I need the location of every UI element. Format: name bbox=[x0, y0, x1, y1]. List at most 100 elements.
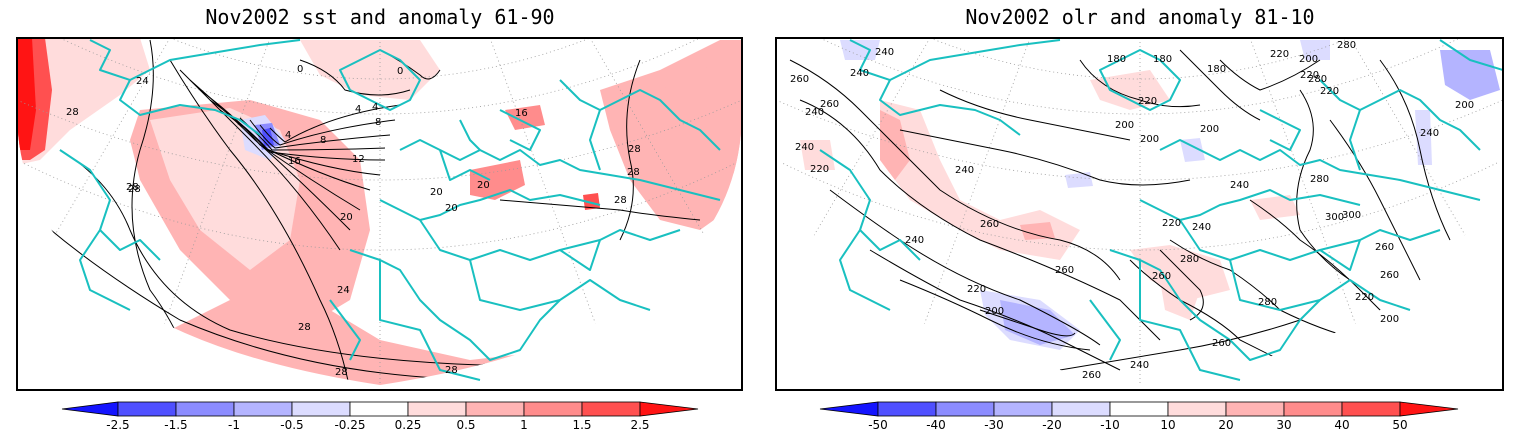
sst-contour-label: 28 bbox=[298, 322, 311, 333]
olr-colorbar-cell bbox=[1225, 401, 1285, 417]
olr-contour-label: 260 bbox=[790, 74, 809, 85]
olr-contour-label: 240 bbox=[805, 107, 824, 118]
olr-contour-label: 240 bbox=[955, 165, 974, 176]
olr-contour-label: 280 bbox=[1180, 254, 1199, 265]
olr-contour-label: 280 bbox=[1258, 297, 1277, 308]
sst-colorbar-tick: -1 bbox=[228, 418, 240, 430]
olr-contour-label: 200 bbox=[1140, 134, 1159, 145]
sst-colorbar-tick: 0.5 bbox=[456, 418, 475, 430]
olr-contour-label: 200 bbox=[1115, 120, 1134, 131]
olr-colorbar-tick: -50 bbox=[868, 418, 888, 430]
sst-coastlines bbox=[59, 39, 721, 381]
olr-contour-label: 280 bbox=[1308, 74, 1327, 85]
sst-colorbar-tick: 1.5 bbox=[572, 418, 591, 430]
olr-contour-label: 220 bbox=[1355, 292, 1374, 303]
sst-colorbar-tick: 2.5 bbox=[630, 418, 649, 430]
olr-colorbar-tick: 40 bbox=[1334, 418, 1349, 430]
sst-contour-label: 12 bbox=[352, 154, 365, 165]
olr-colorbar-tick: -20 bbox=[1042, 418, 1062, 430]
olr-contour-label: 300 bbox=[1325, 212, 1344, 223]
olr-colorbar-cell bbox=[1051, 401, 1111, 417]
olr-contour-label: 260 bbox=[980, 219, 999, 230]
sst-contour-label: 20 bbox=[430, 187, 443, 198]
olr-colorbar-cell bbox=[1399, 401, 1459, 417]
sst-contour-label: 28 bbox=[445, 365, 458, 376]
sst-map: 24 28 28 28 28 0 0 4 4 4 8 8 12 16 16 20… bbox=[17, 38, 742, 385]
olr-contour-label: 260 bbox=[1380, 270, 1399, 281]
sst-map-frame bbox=[16, 37, 743, 391]
sst-contour-label: 0 bbox=[297, 64, 303, 75]
olr-colorbar-cell bbox=[819, 401, 879, 417]
olr-colorbar: -50 -40 -30 -20 -10 10 20 30 40 50 bbox=[819, 401, 1459, 432]
sst-colorbar-cell bbox=[233, 401, 293, 417]
olr-contour-label: 240 bbox=[1420, 128, 1439, 139]
sst-contours bbox=[17, 39, 701, 385]
sst-contour-label: 28 bbox=[614, 195, 627, 206]
olr-colorbar-cell bbox=[935, 401, 995, 417]
sst-colorbar-tick: -0.5 bbox=[280, 418, 303, 430]
sst-panel-title: Nov2002 sst and anomaly 61-90 bbox=[205, 5, 554, 29]
olr-contour-label: 200 bbox=[1380, 314, 1399, 325]
sst-colorbar-cell bbox=[117, 401, 177, 417]
sst-colorbar-cell bbox=[523, 401, 583, 417]
olr-contour-labels: 240 180 180 180 200 220 220 220 280 260 … bbox=[790, 40, 1474, 381]
olr-colorbar-cell bbox=[993, 401, 1053, 417]
olr-contour-label: 240 bbox=[1192, 222, 1211, 233]
sst-contour-label: 28 bbox=[126, 182, 139, 193]
sst-colorbar-cell bbox=[349, 401, 409, 417]
olr-contour-label: 260 bbox=[1152, 271, 1171, 282]
sst-colorbar-cell bbox=[407, 401, 467, 417]
olr-contour-label: 220 bbox=[1320, 86, 1339, 97]
sst-contour-label: 28 bbox=[128, 184, 141, 195]
olr-contour-label: 180 bbox=[1153, 54, 1172, 65]
sst-contour-label: 16 bbox=[288, 156, 301, 167]
sst-contour-label: 28 bbox=[627, 167, 640, 178]
olr-contour-label: 240 bbox=[905, 235, 924, 246]
sst-contour-label: 28 bbox=[335, 367, 348, 378]
sst-contour-label: 16 bbox=[515, 108, 528, 119]
sst-contour-label: 4 bbox=[285, 130, 291, 141]
sst-contour-label: 24 bbox=[136, 76, 149, 87]
olr-colorbar-cell bbox=[877, 401, 937, 417]
olr-contour-label: 240 bbox=[1130, 360, 1149, 371]
olr-contour-label: 260 bbox=[1212, 338, 1231, 349]
olr-contour-label: 240 bbox=[875, 47, 894, 58]
olr-contour-label: 220 bbox=[1138, 96, 1157, 107]
olr-colorbar-cell bbox=[1167, 401, 1227, 417]
olr-contour-label: 180 bbox=[1107, 54, 1126, 65]
olr-contour-label: 240 bbox=[795, 142, 814, 153]
sst-contour-label: 8 bbox=[320, 135, 326, 146]
sst-colorbar-cell bbox=[581, 401, 641, 417]
sst-contour-label: 20 bbox=[340, 212, 353, 223]
olr-colorbar-tick: 50 bbox=[1392, 418, 1407, 430]
olr-anomaly-fill bbox=[800, 40, 1500, 350]
olr-panel-title: Nov2002 olr and anomaly 81-10 bbox=[965, 5, 1314, 29]
olr-colorbar-tick: 30 bbox=[1276, 418, 1291, 430]
olr-contour-label: 220 bbox=[1300, 70, 1319, 81]
sst-colorbar-cell bbox=[175, 401, 235, 417]
sst-colorbar-tick: -0.25 bbox=[334, 418, 365, 430]
olr-contour-label: 220 bbox=[1162, 218, 1181, 229]
olr-colorbar-tick: 20 bbox=[1218, 418, 1233, 430]
sst-colorbar-tick: -2.5 bbox=[106, 418, 129, 430]
olr-contour-label: 260 bbox=[820, 99, 839, 110]
olr-colorbar-tick: -10 bbox=[1100, 418, 1120, 430]
sst-colorbar-tick: 1 bbox=[520, 418, 528, 430]
olr-contour-label: 200 bbox=[1200, 124, 1219, 135]
olr-colorbar-cell bbox=[1109, 401, 1169, 417]
olr-contour-label: 220 bbox=[1270, 49, 1289, 60]
olr-map-frame bbox=[775, 37, 1504, 391]
sst-contour-label: 24 bbox=[337, 285, 350, 296]
olr-colorbar-tick: -30 bbox=[984, 418, 1004, 430]
olr-contour-label: 260 bbox=[1082, 370, 1101, 381]
olr-contour-label: 280 bbox=[1310, 174, 1329, 185]
sst-contour-label: 28 bbox=[66, 107, 79, 118]
sst-colorbar-cell bbox=[639, 401, 699, 417]
sst-contour-label: 8 bbox=[375, 117, 381, 128]
olr-contours bbox=[789, 49, 1451, 371]
olr-contour-label: 200 bbox=[1299, 54, 1318, 65]
olr-contour-label: 280 bbox=[1337, 40, 1356, 51]
sst-contour-label: 4 bbox=[372, 102, 378, 113]
